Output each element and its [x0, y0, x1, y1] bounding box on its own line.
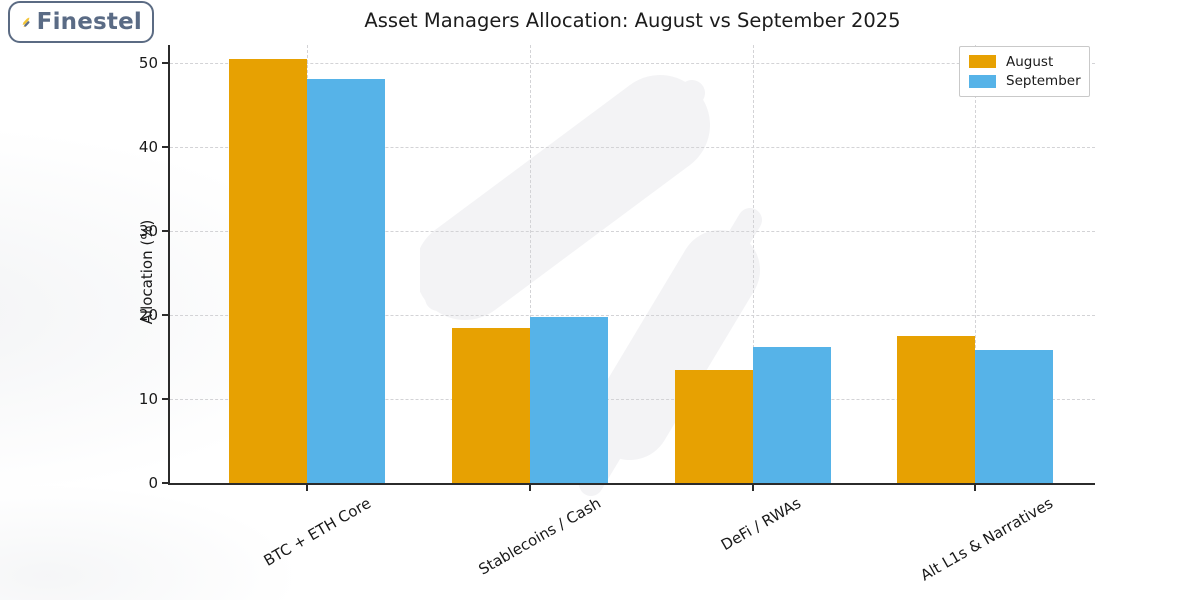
legend-item-september: September	[969, 72, 1081, 92]
gridline-horizontal-40	[170, 147, 1095, 149]
y-tick-label-10: 10	[138, 389, 158, 408]
gridline-vertical-stablecoins-cash	[530, 45, 531, 483]
legend-item-august: August	[969, 52, 1080, 72]
bar-august-defi-rwas	[675, 369, 753, 483]
y-axis-label: Allocation (%)	[138, 219, 156, 325]
y-tick-label-20: 20	[138, 305, 158, 324]
bar-september-stablecoins-cash	[530, 316, 608, 483]
legend-label-september: September	[1006, 73, 1081, 90]
finestel-watermark-icon	[420, 75, 762, 496]
bar-august-btc-eth-core	[229, 59, 307, 483]
y-axis-spine	[168, 45, 170, 485]
x-tick-label-stablecoins-cash: Stablecoins / Cash	[475, 493, 604, 579]
x-tick-mark-defi-rwas	[752, 484, 754, 491]
x-tick-label-defi-rwas: DeFi / RWAs	[717, 493, 804, 554]
bar-august-alt-l1s-narratives	[897, 335, 975, 483]
gridline-horizontal-20	[170, 314, 1095, 316]
x-axis-spine	[168, 482, 1095, 485]
x-tick-label-btc-eth-core: BTC + ETH Core	[260, 493, 374, 570]
chart-title: Asset Managers Allocation: August vs Sep…	[364, 9, 901, 32]
x-tick-label-alt-l1s-narratives: Alt L1s & Narratives	[917, 493, 1056, 585]
candlesticks-icon	[22, 17, 30, 28]
y-tick-mark-50	[162, 62, 169, 65]
x-tick-mark-btc-eth-core	[306, 484, 308, 491]
y-tick-label-0: 0	[148, 473, 158, 492]
legend-label-august: August	[1006, 53, 1054, 70]
y-tick-mark-20	[162, 313, 169, 316]
y-tick-mark-30	[162, 230, 169, 233]
finestel-logo: Finestel	[8, 1, 154, 43]
bar-august-stablecoins-cash	[452, 327, 530, 483]
legend-swatch-september	[969, 74, 996, 88]
legend-swatch-august	[969, 55, 996, 69]
y-tick-mark-40	[162, 146, 169, 149]
gridline-vertical-defi-rwas	[753, 45, 754, 483]
bar-september-alt-l1s-narratives	[975, 350, 1053, 483]
gridline-horizontal-50	[170, 63, 1095, 65]
x-tick-mark-alt-l1s-narratives	[974, 484, 976, 491]
gridline-vertical-alt-l1s-narratives	[975, 45, 976, 483]
gridline-horizontal-10	[170, 398, 1095, 400]
gridline-horizontal-30	[170, 231, 1095, 233]
legend: August September	[959, 46, 1090, 97]
y-tick-label-40: 40	[138, 138, 158, 157]
finestel-logo-text: Finestel	[36, 9, 142, 35]
y-tick-mark-10	[162, 397, 169, 400]
bar-september-defi-rwas	[753, 346, 831, 483]
x-tick-mark-stablecoins-cash	[529, 484, 531, 491]
y-tick-mark-0	[162, 481, 169, 484]
bar-september-btc-eth-core	[307, 78, 385, 483]
y-tick-label-30: 30	[138, 222, 158, 241]
y-tick-label-50: 50	[138, 54, 158, 73]
